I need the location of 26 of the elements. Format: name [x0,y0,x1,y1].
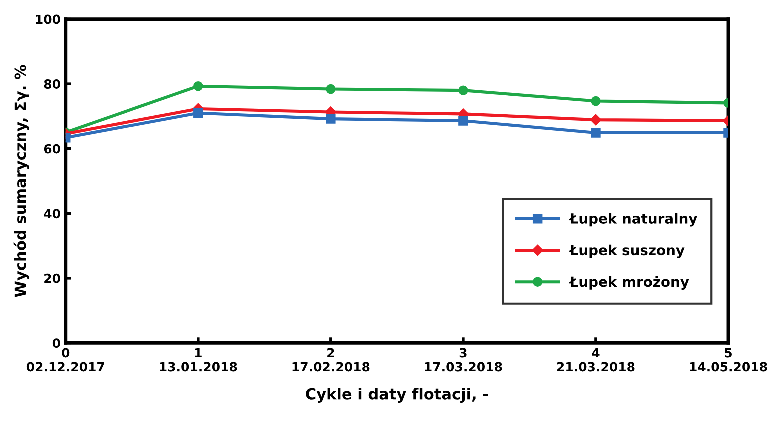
point [591,128,601,138]
point [194,108,204,118]
x-tick-label: 4 21.03.2018 [557,348,635,372]
x-tick-label: 2 17.02.2018 [292,348,370,372]
y-tick-label: 100 [36,14,60,24]
point [326,114,336,124]
point [591,96,601,106]
y-axis-title: Wychód sumaryczny, Σγ. % [14,65,30,298]
point [326,84,336,94]
y-tick-label: 60 [44,144,60,154]
legend-label: Łupek suszony [569,244,685,258]
y-tick-label: 0 [52,338,60,348]
point [194,81,204,92]
point [458,86,468,96]
x-axis-title: Cykle i daty flotacji, - [306,388,488,403]
y-tick-label: 40 [44,209,60,219]
y-tick-label: 80 [44,80,60,90]
point [590,114,602,126]
x-tick-label: 1 13.01.2018 [160,348,238,372]
legend-label: Łupek mrożony [569,276,690,290]
legend-label: Łupek naturalny [569,213,698,227]
x-tick-label: 0 02.12.2017 [26,348,104,372]
x-tick-label: 5 14.05.2018 [690,348,768,372]
point [458,116,468,126]
y-tick-label: 20 [44,274,60,284]
x-tick-label: 3 17.03.2018 [425,348,502,372]
